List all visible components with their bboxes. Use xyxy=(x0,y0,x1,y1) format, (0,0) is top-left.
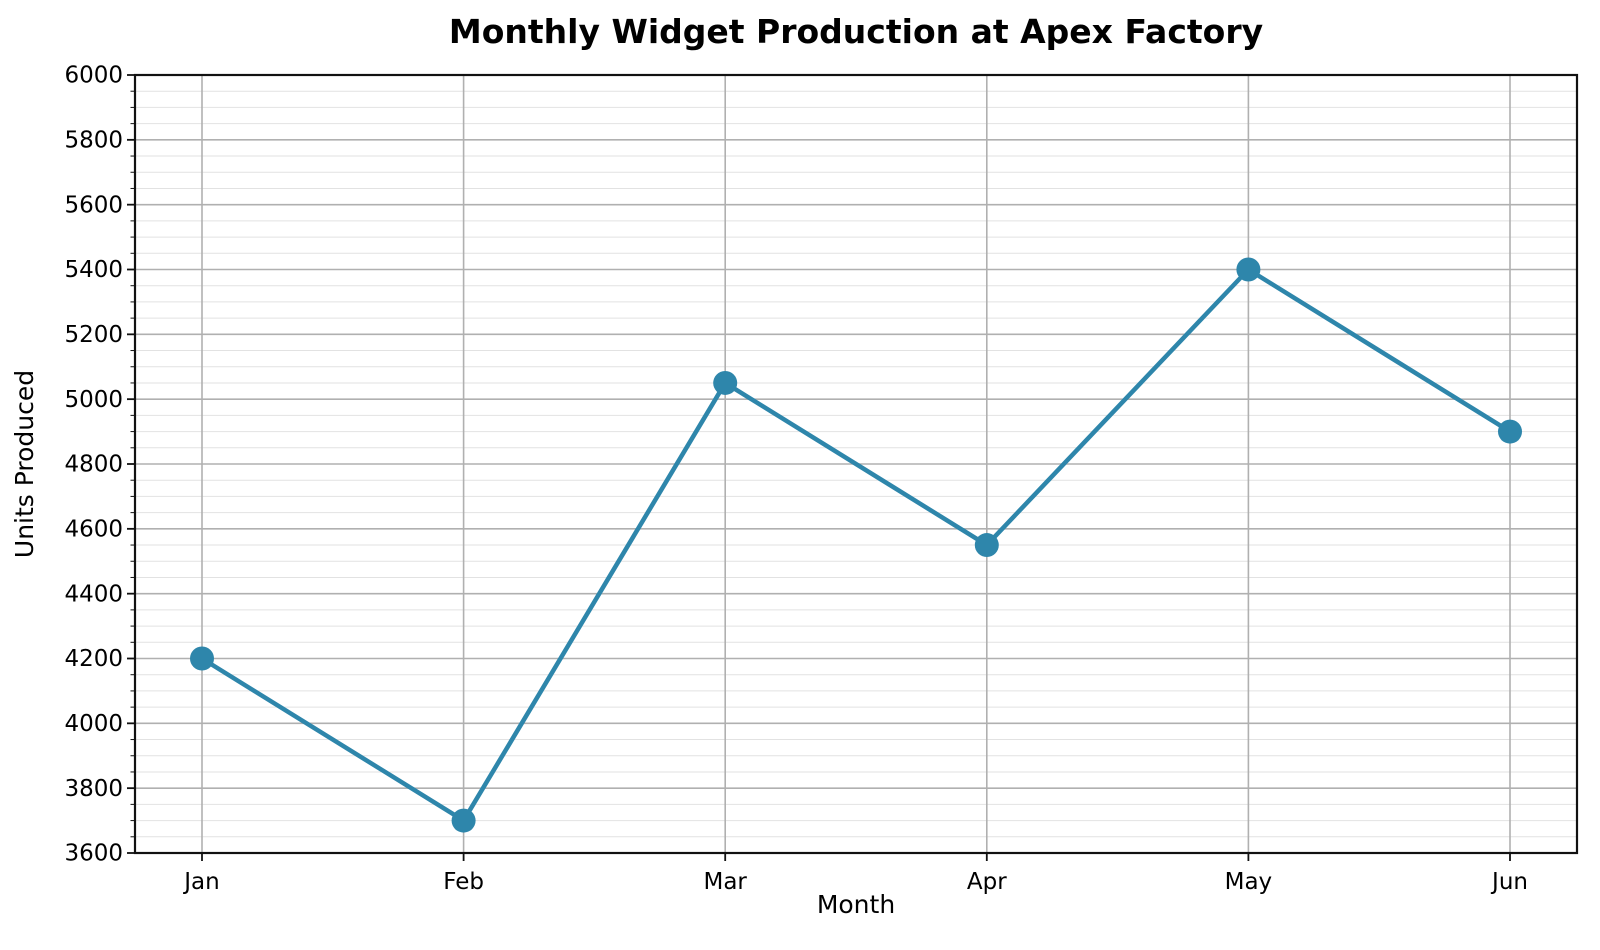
major-gridlines xyxy=(135,74,1577,854)
x-tick-label: Jun xyxy=(1490,869,1528,895)
x-axis-label: Month xyxy=(817,890,895,919)
y-tick-label: 5600 xyxy=(64,192,123,218)
x-tick-label: Jan xyxy=(182,869,219,895)
x-tick-label: Feb xyxy=(443,869,484,895)
data-point-jun xyxy=(1498,419,1522,444)
data-point-apr xyxy=(974,533,999,558)
y-tick-label: 4800 xyxy=(64,452,123,478)
data-point-feb xyxy=(451,808,476,833)
y-tick-label: 5200 xyxy=(64,322,123,348)
y-tick-label: 3800 xyxy=(64,776,123,802)
y-tick-label: 4600 xyxy=(64,516,123,542)
data-point-may xyxy=(1236,257,1261,282)
x-tick-label: Mar xyxy=(703,869,747,895)
y-tick-label: 3600 xyxy=(64,841,123,867)
chart-title: Monthly Widget Production at Apex Factor… xyxy=(449,12,1263,51)
data-point-mar xyxy=(713,370,738,395)
data-series xyxy=(190,257,1522,833)
x-tick-label: May xyxy=(1225,869,1273,895)
y-tick-label: 6000 xyxy=(64,63,123,89)
data-point-jan xyxy=(190,646,214,671)
y-tick-label: 4200 xyxy=(64,646,123,672)
y-tick-label: 5000 xyxy=(64,387,123,413)
axis-ticks xyxy=(127,74,1511,861)
data-line xyxy=(199,267,1513,823)
y-axis-label: Units Produced xyxy=(10,370,39,558)
y-tick-label: 4400 xyxy=(64,581,123,607)
y-tick-label: 5800 xyxy=(64,127,123,153)
minor-gridlines xyxy=(135,90,1577,838)
y-tick-label: 4000 xyxy=(64,711,123,737)
y-tick-label: 5400 xyxy=(64,257,123,283)
tick-labels: 3600 3800 4000 4200 4400 4600 4800 5000 5200 5400… xyxy=(64,63,1528,895)
x-tick-label: Apr xyxy=(967,869,1007,895)
